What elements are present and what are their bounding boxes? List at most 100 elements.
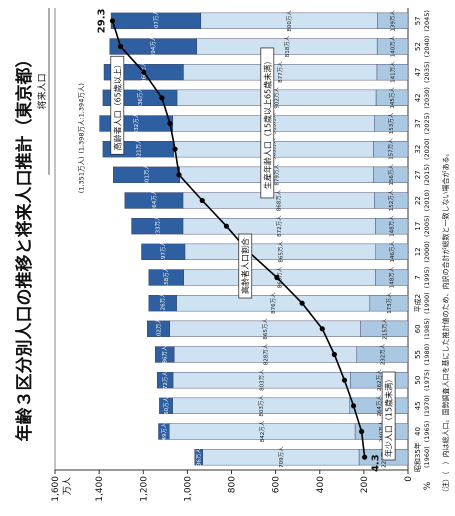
bar-value-label: 301万人 xyxy=(143,164,150,186)
bar-value-label: 197万人 xyxy=(160,241,167,263)
bar-value-label: 264万人 xyxy=(376,395,383,417)
legend-young-box xyxy=(381,371,396,461)
bar-value-label: 156万人 xyxy=(388,164,395,186)
category-era-label: 17 xyxy=(414,222,422,231)
left-tick-label: 1,600 xyxy=(51,476,61,502)
elderly-ratio-point xyxy=(199,197,205,204)
bar-elderly xyxy=(156,372,174,389)
total-2015-label: (1,351万人) xyxy=(78,156,86,193)
bar-value-label: 332万人 xyxy=(133,112,140,134)
right-axis-unit: % xyxy=(423,481,433,490)
left-tick-label: 1,000 xyxy=(183,476,193,502)
left-tick-label: 1,400 xyxy=(95,476,105,502)
bar-value-label: 72万人 xyxy=(162,371,169,389)
bar-value-label: 173万人 xyxy=(386,292,393,314)
bar-value-label: 869万人 xyxy=(276,266,283,288)
bar-value-label: 232万人 xyxy=(379,343,386,365)
elderly-ratio-point xyxy=(359,428,365,435)
category-era-label: 45 xyxy=(414,401,422,410)
left-tick-label: 1,200 xyxy=(139,476,149,502)
bar-value-label: 86万人 xyxy=(162,345,169,363)
ratio-first-label: 4.3 xyxy=(371,454,382,472)
bar-value-label: 233万人 xyxy=(154,215,161,237)
category-year-label: (2030) xyxy=(423,87,431,109)
bar-value-label: 49万人 xyxy=(161,422,168,440)
bar-elderly xyxy=(158,423,170,440)
bar-elderly xyxy=(147,320,170,337)
bar-value-label: 394万人 xyxy=(150,35,157,57)
bar-value-label: 407万人 xyxy=(153,10,160,32)
bar-value-label: 336万人 xyxy=(137,87,144,109)
category-year-label: (1990) xyxy=(423,292,431,314)
elderly-ratio-point xyxy=(350,403,357,409)
category-year-label: (1985) xyxy=(423,318,431,340)
bar-value-label: 126万人 xyxy=(160,292,167,314)
bar-elderly xyxy=(109,38,197,55)
bar-elderly xyxy=(148,269,184,286)
category-era-label: 47 xyxy=(414,68,422,77)
category-year-label: (2035) xyxy=(423,61,431,83)
category-year-label: (2045) xyxy=(423,10,431,32)
category-era-label: 60 xyxy=(414,324,422,333)
legend-ratio: 高齢者人口割合 xyxy=(240,238,250,294)
left-axis-unit: 万人 xyxy=(62,477,73,495)
bar-elderly xyxy=(124,192,184,209)
elderly-ratio-point xyxy=(141,69,147,75)
left-tick-label: 600 xyxy=(272,476,282,493)
bar-value-label: 102万人 xyxy=(155,318,162,340)
bar-value-label: 800万人 xyxy=(286,10,293,32)
category-era-label: 55 xyxy=(414,350,422,359)
left-tick-label: 200 xyxy=(360,476,370,493)
bar-value-label: 709万人 xyxy=(278,446,285,468)
category-year-label: (2010) xyxy=(423,190,431,212)
elderly-ratio-point xyxy=(176,172,182,178)
category-era-label: 平成2 xyxy=(413,294,422,312)
bar-value-label: 828万人 xyxy=(262,343,269,365)
category-era-label: 37 xyxy=(414,119,422,128)
elderly-ratio-point xyxy=(331,351,337,358)
bar-elderly xyxy=(154,346,175,363)
elderly-ratio-point xyxy=(109,18,116,24)
total-peak-label: (1,398万人:1,394万人) xyxy=(78,83,86,153)
category-era-label: 昭和35年 xyxy=(413,442,422,472)
category-year-label: (2005) xyxy=(423,215,431,237)
elderly-ratio-point xyxy=(223,223,230,229)
category-era-label: 22 xyxy=(414,196,422,205)
left-tick-label: 400 xyxy=(316,476,326,493)
category-year-label: (1975) xyxy=(423,369,431,391)
chart-title: 年齢３区分別人口の推移と将来人口推計（東京都） xyxy=(14,51,35,442)
category-year-label: (1970) xyxy=(423,395,431,417)
category-era-label: 32 xyxy=(414,145,422,154)
bar-value-label: 872万人 xyxy=(276,215,283,237)
bar-elderly xyxy=(148,295,177,312)
elderly-ratio-point xyxy=(159,95,165,101)
category-year-label: (2020) xyxy=(423,138,431,160)
left-tick-label: 0 xyxy=(404,476,414,482)
legend-young: 年少人口（15歳未満） xyxy=(384,375,394,457)
category-era-label: 27 xyxy=(414,170,422,179)
elderly-ratio-point xyxy=(117,43,124,50)
category-year-label: (2015) xyxy=(423,164,431,186)
elderly-ratio-point xyxy=(341,377,348,383)
bar-value-label: 865万人 xyxy=(262,318,269,340)
bar-elderly xyxy=(159,397,173,414)
elderly-ratio-point xyxy=(274,274,280,281)
elderly-ratio-line xyxy=(111,20,366,458)
elderly-ratio-point xyxy=(362,454,368,460)
legend-elderly-box xyxy=(110,55,125,155)
legend-working: 生産年齢人口（15歳以上65歳未満） xyxy=(262,57,272,189)
bar-value-label: 803万人 xyxy=(259,369,266,391)
bar-value-label: 877万人 xyxy=(277,61,284,83)
bar-value-label: 157万人 xyxy=(388,138,395,160)
category-era-label: 12 xyxy=(414,247,422,256)
category-era-label: 52 xyxy=(414,42,422,51)
bar-value-label: 818万人 xyxy=(284,35,291,57)
bar-value-label: 842万人 xyxy=(259,420,266,442)
bar-value-label: 264万人 xyxy=(151,189,158,211)
bar-value-label: 321万人 xyxy=(135,138,142,160)
bar-value-label: 60万人 xyxy=(163,396,170,414)
ratio-last-label: 29.3 xyxy=(96,8,107,33)
bar-value-label: 158万人 xyxy=(163,266,170,288)
